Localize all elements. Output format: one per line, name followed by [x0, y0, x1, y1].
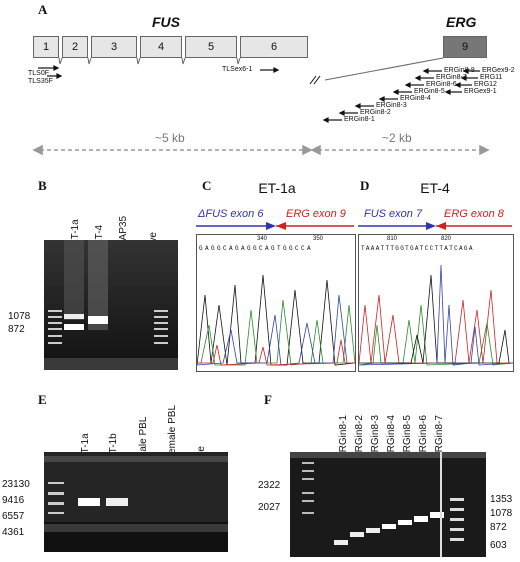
chrom-d-right-exon: ERG exon 8 [444, 208, 504, 220]
primer-ergin8-1: ERGin8-1 [344, 116, 375, 123]
primer-ergin8-5: ERGin8-5 [414, 88, 445, 95]
fus-exon-4: 4 [140, 36, 182, 58]
size-b-1078: 1078 [8, 311, 31, 322]
chrom-d-title: ET-4 [420, 180, 450, 196]
panel-letter-f: F [264, 392, 272, 407]
size-e-9416: 9416 [2, 495, 25, 506]
fus-exon-1: 1 [33, 36, 59, 58]
primer-erg12: ERG12 [474, 81, 497, 88]
primer-erg11: ERG11 [480, 74, 503, 81]
primer-ergin8-6: ERGin8-6 [426, 81, 457, 88]
chrom-c-exon-arrows [196, 222, 354, 230]
primer-ergin8-4: ERGin8-4 [400, 95, 431, 102]
size-e-23130: 23130 [2, 479, 30, 490]
fus-exon-2: 2 [62, 36, 88, 58]
chrom-c-title: ET-1a [258, 180, 296, 196]
panel-a-graphics [32, 57, 490, 156]
chrom-c-left-exon: ΔFUS exon 6 [198, 208, 264, 220]
panel-letter-e: E [38, 392, 47, 407]
panel-letter-c: C [202, 178, 212, 193]
chrom-d-left-exon: FUS exon 7 [364, 208, 423, 220]
primer-tls0f: TLS0F [28, 70, 50, 77]
fus-exon-3: 3 [91, 36, 137, 58]
chromatogram-c: 340 350 GAGGCAGAGGCAGTGGCCA [196, 234, 356, 372]
chrom-d-exon-arrows [358, 222, 512, 230]
fus-exon-5: 5 [185, 36, 237, 58]
size-f-603: 603 [490, 540, 507, 551]
chrom-d-pos1: 810 [387, 236, 398, 242]
scale-fus-5kb: ~5 kb [155, 131, 185, 145]
size-f-2322: 2322 [258, 480, 281, 491]
primer-tls35f: TLS35F [28, 78, 53, 85]
chrom-c-pos2: 350 [313, 236, 324, 242]
fus-exon-6: 6 [240, 36, 308, 58]
panel-letter-b: B [38, 178, 47, 193]
chrom-d-pos2: 820 [441, 236, 452, 242]
chromatogram-d: 810 820 TAAATTTGGTGATCCTTATCAGA [358, 234, 514, 372]
primer-ergin8-8: ERGin8-8 [444, 67, 475, 74]
gel-f [290, 452, 486, 557]
erg-gene-label: ERG [446, 14, 477, 30]
primer-ergin8-2: ERGin8-2 [360, 109, 391, 116]
primer-ergin8-7: ERGin8-7 [436, 74, 467, 81]
primer-ergin8-3: ERGin8-3 [376, 102, 407, 109]
size-f-1353: 1353 [490, 494, 513, 505]
size-b-872: 872 [8, 324, 25, 335]
chrom-c-right-exon: ERG exon 9 [286, 208, 346, 220]
scale-erg-2kb: ~2 kb [382, 131, 412, 145]
primer-tlsex6-1: TLSex6-1 [222, 66, 253, 73]
primer-ergex9-2: ERGex9-2 [482, 67, 515, 74]
fus-gene-label: FUS [152, 14, 180, 30]
size-e-4361: 4361 [2, 527, 25, 538]
size-f-2027: 2027 [258, 502, 281, 513]
gel-e [44, 452, 228, 552]
size-f-1078: 1078 [490, 508, 513, 519]
erg-exon-9: 9 [443, 36, 487, 58]
panel-letter-a: A [38, 2, 48, 17]
chrom-c-bases: GAGGCAGAGGCAGTGGCCA [199, 245, 314, 252]
size-f-872: 872 [490, 522, 507, 533]
chrom-d-bases: TAAATTTGGTGATCCTTATCAGA [361, 245, 474, 252]
size-e-6557: 6557 [2, 511, 25, 522]
gel-b [44, 240, 178, 370]
chrom-c-pos1: 340 [257, 236, 268, 242]
primer-ergex9-1: ERGex9-1 [464, 88, 497, 95]
panel-letter-d: D [360, 178, 370, 193]
